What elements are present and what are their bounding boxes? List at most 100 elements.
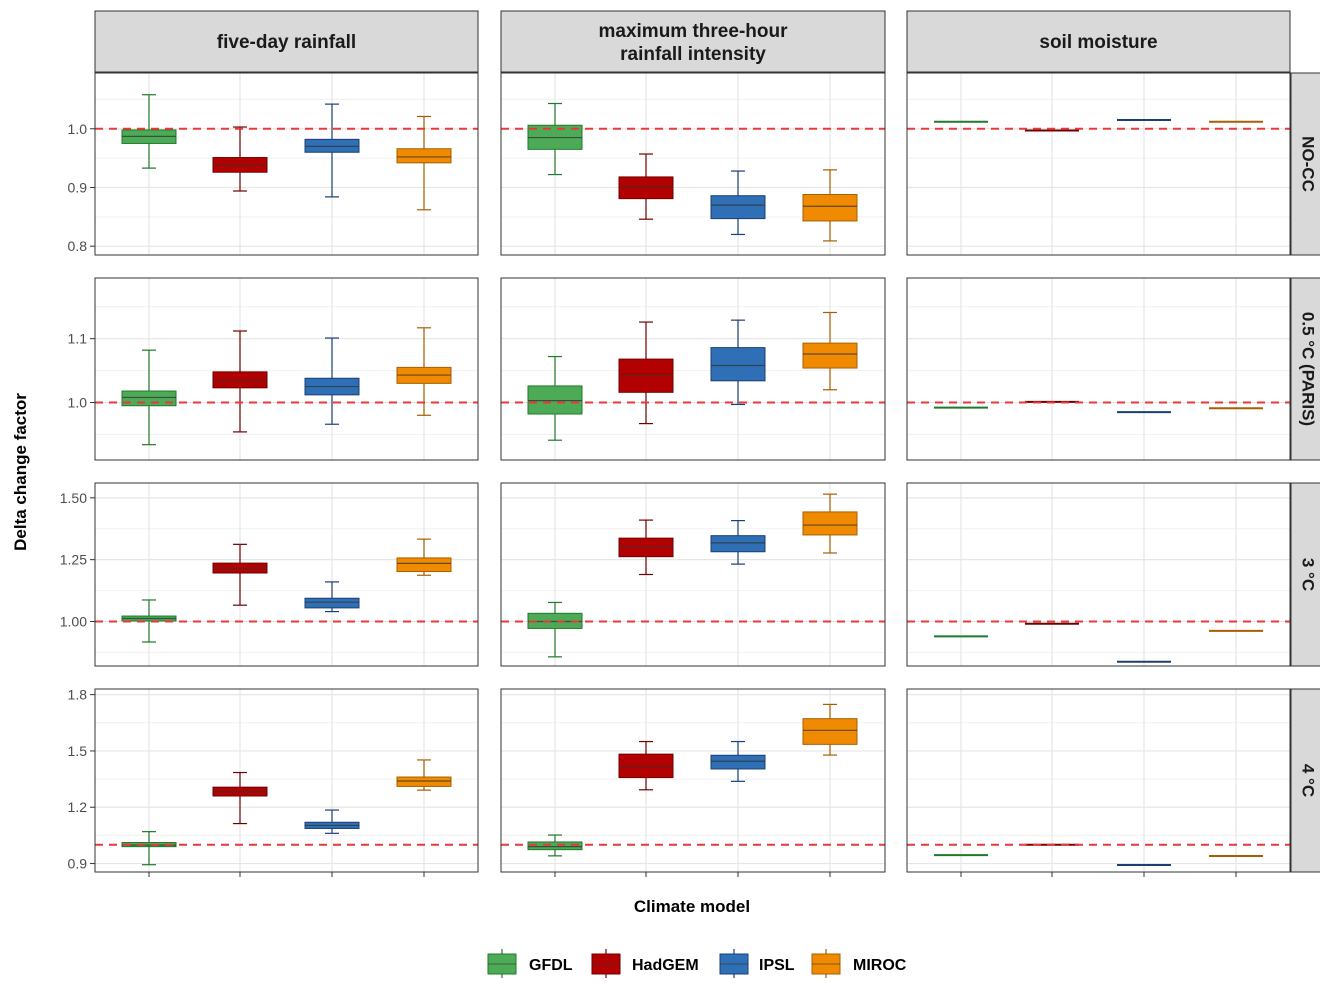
box-ipsl — [304, 581, 360, 613]
panel-border — [906, 482, 1291, 667]
panel-background — [501, 73, 885, 255]
box-gfdl — [527, 601, 583, 658]
box-ipsl — [710, 740, 766, 782]
column-strip-label: five-day rainfall — [217, 32, 356, 53]
y-tick-label: 1.25 — [60, 552, 87, 568]
iqr-box — [304, 597, 360, 609]
iqr-box — [527, 841, 583, 851]
box-hadgem — [618, 740, 674, 791]
box-miroc — [396, 115, 452, 211]
y-tick-label: 1.8 — [68, 687, 88, 703]
box-ipsl — [710, 519, 766, 565]
row-strip-label: 0.5 °C (PARIS) — [1299, 312, 1318, 426]
box-miroc — [396, 327, 452, 416]
row-strip — [1290, 72, 1320, 256]
column-strip — [906, 10, 1291, 73]
panel-background — [501, 483, 885, 666]
iqr-box — [802, 718, 858, 745]
panel-background — [907, 278, 1290, 460]
y-tick-label: 1.00 — [60, 613, 87, 629]
panel-border — [906, 72, 1291, 256]
panel-border — [500, 277, 886, 461]
box-ipsl — [710, 319, 766, 406]
legend-item-gfdl: GFDL — [487, 949, 573, 978]
row-strip — [1290, 482, 1320, 667]
iqr-box — [710, 754, 766, 770]
panel-4-2 — [500, 688, 886, 873]
legend-item-ipsl: IPSL — [719, 949, 795, 978]
y-axis-title: Delta change factor — [11, 393, 30, 551]
panel-3-2 — [500, 482, 886, 667]
column-strip-label: soil moisture — [1039, 32, 1157, 53]
y-tick-label: 0.9 — [68, 179, 88, 195]
legend-label: IPSL — [759, 957, 795, 974]
box-miroc — [396, 759, 452, 791]
iqr-box — [527, 612, 583, 629]
box-miroc — [396, 538, 452, 576]
box-ipsl — [304, 337, 360, 425]
panel-border — [906, 688, 1291, 873]
panel-background — [907, 73, 1290, 255]
panel-1-1 — [94, 72, 479, 256]
panel-2-3 — [906, 277, 1291, 461]
box-gfdl — [527, 834, 583, 857]
box-miroc — [802, 311, 858, 391]
box-miroc — [802, 169, 858, 242]
column-strip — [500, 10, 886, 73]
panel-4-3 — [906, 688, 1291, 873]
box-ipsl — [304, 103, 360, 198]
panel-border — [94, 482, 479, 667]
panel-1-3 — [906, 72, 1291, 256]
panel-border — [500, 482, 886, 667]
iqr-box — [710, 535, 766, 553]
panel-4-1 — [94, 688, 479, 873]
legend-label: MIROC — [853, 957, 907, 974]
panel-border — [500, 688, 886, 873]
iqr-box — [396, 557, 452, 573]
box-hadgem — [212, 126, 268, 192]
panel-background — [501, 278, 885, 460]
box-hadgem — [212, 330, 268, 433]
legend-label: GFDL — [529, 957, 573, 974]
box-miroc — [802, 703, 858, 756]
panel-border — [906, 277, 1291, 461]
legend-item-miroc: MIROC — [811, 949, 907, 978]
legend-item-hadgem: HadGEM — [591, 949, 699, 978]
row-strip — [1290, 688, 1320, 873]
box-ipsl — [710, 170, 766, 236]
legend-label: HadGEM — [632, 957, 699, 974]
y-tick-label: 1.0 — [68, 121, 88, 137]
iqr-box — [396, 148, 452, 164]
box-gfdl — [121, 94, 177, 169]
box-hadgem — [618, 321, 674, 425]
panel-border — [94, 72, 479, 256]
row-strip — [1290, 277, 1320, 461]
x-axis-title: Climate model — [634, 897, 750, 916]
panel-2-2 — [500, 277, 886, 461]
y-tick-label: 1.50 — [60, 490, 87, 506]
iqr-box — [710, 195, 766, 220]
y-tick-label: 1.2 — [68, 799, 88, 815]
box-hadgem — [618, 519, 674, 576]
panel-background — [95, 483, 478, 666]
panel-3-3 — [906, 482, 1291, 667]
y-tick-label: 1.5 — [68, 743, 88, 759]
iqr-box — [121, 390, 177, 407]
row-strip-label: NO-CC — [1299, 136, 1318, 192]
box-gfdl — [527, 355, 583, 441]
iqr-box — [710, 347, 766, 382]
box-gfdl — [121, 349, 177, 446]
panel-border — [94, 277, 479, 461]
box-ipsl — [304, 809, 360, 834]
y-tick-label: 0.8 — [68, 238, 88, 254]
iqr-box — [527, 385, 583, 415]
row-strip-label: 4 °C — [1299, 764, 1318, 797]
box-hadgem — [212, 543, 268, 606]
column-strip — [94, 10, 479, 73]
panel-background — [907, 483, 1290, 666]
box-hadgem — [618, 153, 674, 220]
y-tick-label: 1.1 — [68, 331, 88, 347]
box-hadgem — [212, 771, 268, 825]
iqr-box — [802, 194, 858, 222]
